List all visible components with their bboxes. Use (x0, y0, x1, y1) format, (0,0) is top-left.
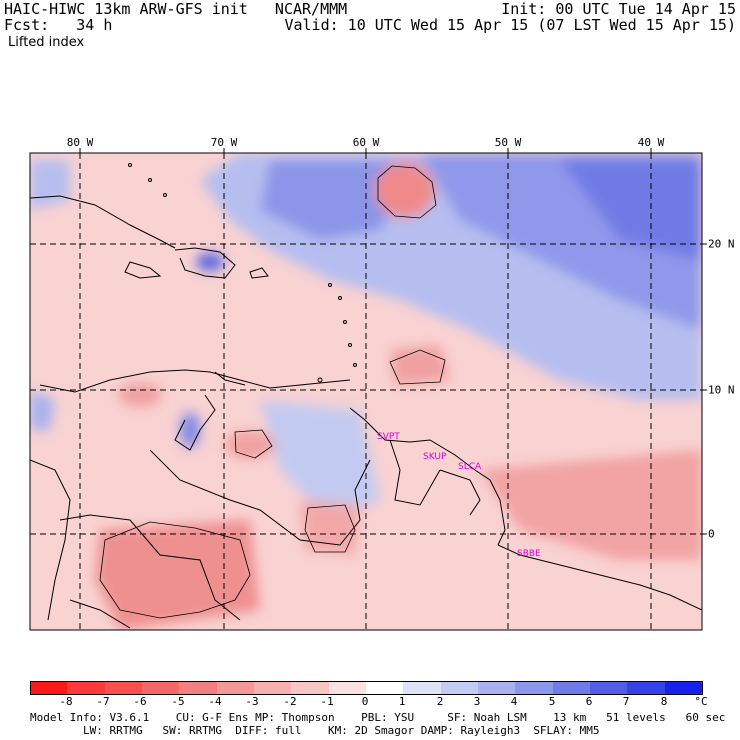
colorbar-label: 7 (622, 695, 630, 708)
colorbar-label: 3 (473, 695, 481, 708)
lon-label-60w: 60 W (352, 136, 380, 149)
colorbar-swatch (216, 681, 255, 695)
colorbar-swatch (142, 681, 180, 695)
colorbar-swatch (515, 681, 554, 695)
valid-time: Valid: 10 UTC Wed 15 Apr 15 (07 LST Wed … (284, 16, 736, 34)
map-frame (29, 152, 703, 631)
axis-ticks (79, 148, 707, 535)
lon-label-50w: 50 W (494, 136, 522, 149)
forecast-hour: Fcst: 34 h (4, 16, 113, 34)
colorbar-label: -2 (283, 695, 297, 708)
colorbar-swatch (67, 681, 106, 695)
colorbar-swatch (254, 681, 292, 695)
colorbar-label: -6 (133, 695, 147, 708)
model-info-line2: LW: RRTMG SW: RRTMG DIFF: full KM: 2D Sm… (30, 724, 600, 737)
li-contours (99, 165, 446, 619)
colorbar-swatch (664, 681, 704, 695)
field-name: Lifted index (8, 35, 85, 50)
colorbar-unit: °C (694, 695, 708, 708)
lat-label-0: 0 (708, 527, 715, 541)
lat-lon-grid (30, 153, 702, 630)
colorbar-label: -4 (208, 695, 222, 708)
coastlines (30, 163, 702, 629)
lon-label-80w: 80 W (66, 136, 94, 149)
colorbar-label: -8 (59, 695, 73, 708)
colorbar-swatch (590, 681, 628, 695)
station-label: SBBE (517, 549, 541, 559)
colorbar-label: 2 (436, 695, 444, 708)
lon-label-70w: 70 W (210, 136, 238, 149)
colorbar-swatch (328, 681, 367, 695)
colorbar-label: -1 (320, 695, 334, 708)
colorbar-swatch (366, 681, 404, 695)
colorbar-swatch (403, 681, 442, 695)
station-label: SLCA (458, 462, 482, 472)
init-time: Init: 00 UTC Tue 14 Apr 15 (501, 0, 736, 18)
colorbar-label: 1 (398, 695, 406, 708)
colorbar-swatch (440, 681, 479, 695)
colorbar-swatch (291, 681, 330, 695)
model-info-line1: Model Info: V3.6.1 CU: G-F Ens MP: Thomp… (30, 711, 726, 724)
field-shading (30, 153, 702, 630)
colorbar-label: -3 (245, 695, 259, 708)
model-title: HAIC-HIWC 13km ARW-GFS init NCAR/MMM (4, 0, 348, 18)
colorbar-swatch (104, 681, 143, 695)
colorbar-label: 0 (361, 695, 369, 708)
colorbar-swatch (627, 681, 666, 695)
colorbar-swatch (30, 681, 69, 695)
colorbar-label: 8 (660, 695, 668, 708)
colorbar-swatch (552, 681, 591, 695)
station-label: SVPT (377, 432, 400, 442)
lat-label-20n: 20 N (708, 237, 735, 251)
lon-label-40w: 40 W (637, 136, 665, 149)
colorbar-label: 4 (510, 695, 518, 708)
colorbar-label: 6 (585, 695, 593, 708)
colorbar-swatch (179, 681, 218, 695)
lat-label-10n: 10 N (708, 383, 735, 397)
colorbar-label: -7 (96, 695, 110, 708)
colorbar-label: 5 (548, 695, 556, 708)
station-label: SKUP (423, 452, 447, 462)
colorbar-label: -5 (171, 695, 185, 708)
colorbar-swatch (478, 681, 516, 695)
